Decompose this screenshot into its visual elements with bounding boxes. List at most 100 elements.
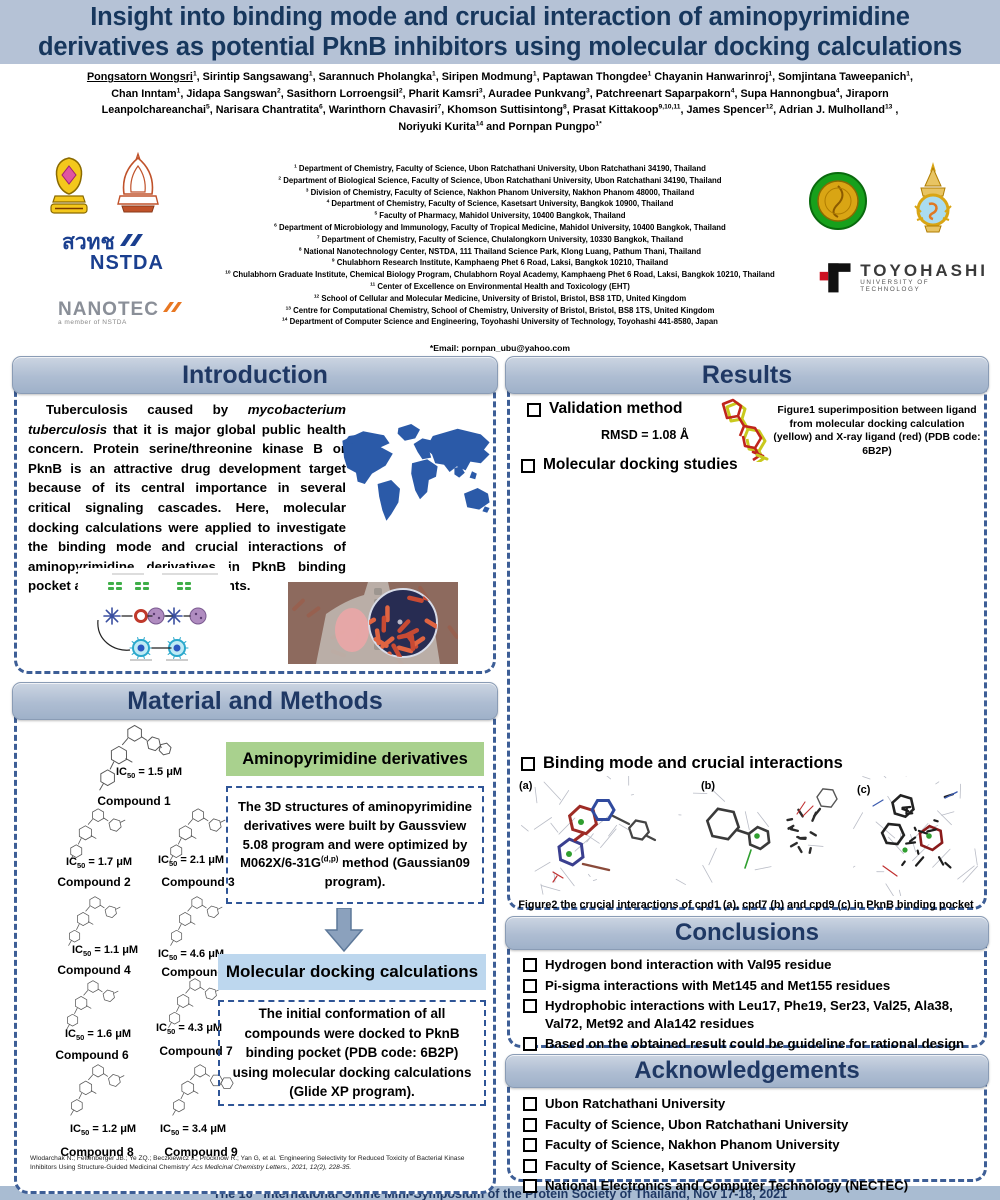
author-name: Pongsatorn Wongsri	[86, 71, 193, 83]
checkbox-icon	[521, 757, 535, 771]
bullet-item: Faculty of Science, Kasetsart University	[523, 1157, 973, 1175]
author-name: , Prasat Kittakoop	[566, 104, 659, 116]
author-name: , Somjintana Taweepanich	[772, 71, 907, 83]
acknowledgements-body	[507, 1072, 987, 1182]
checkbox-icon	[523, 1138, 537, 1153]
author-affiliation-sup: 14	[475, 119, 484, 127]
checkbox-icon	[523, 1037, 537, 1052]
world-map-image	[336, 416, 496, 528]
contact-email: *Email: pornpan_ubu@yahoo.com	[429, 343, 571, 353]
conclusions-body	[507, 934, 987, 1048]
affiliation-line: 8 National Nanotechnology Center, NSTDA,…	[298, 246, 702, 256]
author-affiliation-sup: 6	[318, 103, 323, 111]
nstda-thai-text: สวทช	[62, 231, 115, 254]
author-name: , Narisara Chantratita	[209, 104, 319, 116]
author-affiliation-sup: 9,10,11	[658, 103, 681, 111]
author-affiliation-sup: 13	[884, 103, 893, 111]
author-name: , Patchreenart Saparpakorn	[589, 87, 731, 100]
author-name: , Jidapa Sangswan	[180, 87, 277, 100]
conclusions-header: Conclusions	[505, 916, 989, 950]
university-crest-logo	[112, 152, 164, 218]
author-name: , Adrian J. Mulholland	[773, 104, 885, 116]
methods-panel: Material and Methods IC50 = 1.5 μM Compou…	[12, 682, 498, 1196]
checkbox-icon	[523, 1117, 537, 1132]
checkbox-icon	[523, 978, 537, 993]
rmsd-value: RMSD = 1.08 Å	[601, 428, 689, 442]
reference-text: Wlodarchak N.; Feltenberger JB.; Ye ZQ.;…	[30, 1155, 465, 1172]
checkbox-icon	[523, 1179, 537, 1194]
bullet-item: Hydrogen bond interaction with Val95 res…	[523, 956, 973, 974]
results-panel: Results Validation method RMSD = 1.08 Å …	[505, 356, 989, 912]
title-line-1: Insight into binding mode and crucial in…	[90, 3, 910, 31]
acknowledgements-panel: Acknowledgements Ubon Ratchathani Univer…	[505, 1054, 989, 1194]
author-affiliation-sup: 7	[437, 103, 442, 111]
methods-header: Material and Methods	[12, 682, 498, 720]
ubon-ratchathani-university-logo	[45, 156, 93, 218]
author-affiliation-sup: 4	[835, 86, 840, 94]
author-name: , Siripen Modmung	[435, 71, 533, 83]
binding-mode-bullet: Binding mode and crucial interactions	[521, 754, 843, 773]
figure2-caption: Figure2 the crucial interactions of cpd1…	[518, 899, 974, 911]
affiliation-line: 12 School of Cellular and Molecular Medi…	[313, 293, 687, 303]
author-name: , Chan Inntam	[111, 71, 914, 100]
bullet-item: Faculty of Science, Nakhon Phanom Univer…	[523, 1136, 973, 1154]
gaussview-text-box: The 3D structures of aminopyrimidine der…	[226, 786, 484, 904]
affiliation-line: 1 Department of Chemistry, Faculty of Sc…	[294, 164, 706, 173]
tuberculosis-photo	[288, 582, 458, 664]
methods-body	[14, 702, 496, 1194]
affiliation-line: 11 Center of Excellence on Environmental…	[370, 281, 630, 291]
authors-line: Pongsatorn Wongsri1, Sirintip Sangsawang…	[85, 69, 915, 135]
tb-lifecycle-diagram	[78, 568, 230, 666]
nstda-en-text: NSTDA	[90, 252, 164, 274]
validation-method-bullet: Validation method	[527, 400, 682, 418]
author-name: , Paptawan Thongdee	[536, 71, 648, 83]
aminopyrimidine-derivatives-box: Aminopyrimidine derivatives	[226, 742, 484, 776]
down-arrow-icon	[324, 908, 364, 952]
checkbox-icon	[527, 403, 541, 417]
affiliation-line: 2 Department of Biological Science, Facu…	[278, 175, 722, 185]
figure2a-image	[513, 776, 689, 896]
toyohashi-text: TOYOHASHI	[860, 260, 988, 280]
affiliation-line: 3 Division of Chemistry, Faculty of Scie…	[305, 187, 695, 197]
author-name: , Khomson Suttisintong	[441, 104, 563, 116]
author-name: Chayanin Hanwarinroj	[651, 71, 769, 83]
author-name: , Noriyuki Kurita	[398, 104, 899, 133]
conclusions-panel: Conclusions Hydrogen bond interaction wi…	[505, 916, 989, 1069]
docking-studies-bullet: Molecular docking studies	[521, 456, 738, 474]
figure2c-image	[853, 776, 979, 896]
checkbox-icon	[523, 999, 537, 1014]
affiliation-line: 13 Centre for Computational Chemistry, S…	[285, 305, 715, 315]
affiliation-line: 6 Department of Microbiology and Immunol…	[274, 222, 726, 232]
author-name: , Pharit Kamsri	[402, 87, 479, 100]
author-affiliation-sup: 1*	[595, 119, 602, 127]
author-name: , Sirintip Sangsawang	[196, 71, 309, 83]
toyohashi-logo: TOYOHASHI UNIVERSITY OF TECHNOLOGY	[818, 255, 988, 301]
affiliation-line: 10 Chulabhorn Graduate Institute, Chemic…	[225, 270, 775, 280]
affiliation-line: 5 Faculty of Pharmacy, Mahidol Universit…	[374, 211, 626, 221]
author-name: , Sarannuch Pholangka	[312, 71, 432, 83]
bullet-item: National Electronics and Computer Techno…	[523, 1177, 973, 1195]
author-affiliation-sup: 12	[765, 103, 774, 111]
author-affiliation-sup: 1	[192, 70, 197, 78]
nanotec-subtext: a member of NSTDA	[58, 319, 127, 326]
figure2c-label: (c)	[857, 784, 871, 796]
toyohashi-t-icon	[819, 263, 851, 293]
affiliation-line: 7 Department of Chemistry, Faculty of Sc…	[316, 234, 684, 244]
checkbox-icon	[523, 958, 537, 972]
author-name: , Jiraporn Leanpolchareanchai	[101, 87, 889, 117]
bullet-item: Faculty of Science, Ubon Ratchathani Uni…	[523, 1116, 973, 1134]
affiliation-line: 4 Department of Chemistry, Faculty of Sc…	[326, 199, 674, 209]
figure1-superimposition-image	[703, 392, 775, 462]
toyohashi-subtext: UNIVERSITY OF TECHNOLOGY	[860, 278, 930, 293]
acknowledgements-list: Ubon Ratchathani University Faculty of Sc…	[509, 1092, 985, 1198]
author-name: , Warinthorn Chavasiri	[322, 104, 438, 116]
royal-emblem-logo	[905, 160, 961, 240]
affiliation-line: 14 Department of Computer Science and En…	[282, 317, 718, 327]
checkbox-icon	[523, 1158, 537, 1173]
introduction-panel: Introduction Tuberculosis caused by myco…	[12, 356, 498, 676]
title-line-2: derivatives as potential PknB inhibitors…	[37, 33, 963, 61]
figure2a-label: (a)	[519, 780, 533, 792]
author-affiliation-sup: 1	[906, 70, 911, 78]
author-affiliation-sup: 1	[432, 70, 436, 78]
